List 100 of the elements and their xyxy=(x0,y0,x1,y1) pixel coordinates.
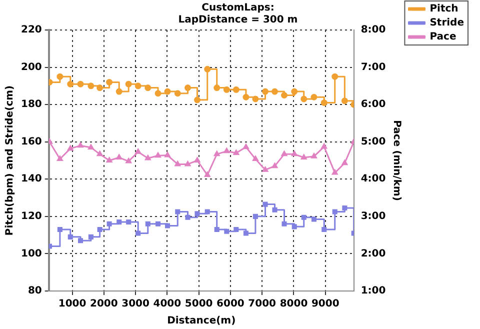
point xyxy=(272,88,278,95)
point xyxy=(243,230,248,236)
point xyxy=(78,142,84,148)
x-axis-title: Distance(m) xyxy=(167,316,236,327)
point xyxy=(67,80,74,88)
point xyxy=(126,158,132,164)
point xyxy=(272,207,278,212)
point xyxy=(234,226,239,232)
y-tick-label: 200 xyxy=(21,62,42,73)
point xyxy=(252,156,258,162)
y2-tick-label: 1:00 xyxy=(360,286,386,297)
y2-tick-label: 6:00 xyxy=(360,99,386,110)
y2-tick-label: 5:00 xyxy=(360,136,386,148)
point xyxy=(342,160,348,166)
point xyxy=(332,209,338,214)
chart-title: CustomLaps: xyxy=(202,2,274,14)
point xyxy=(106,221,112,226)
x-tick-label: 6000 xyxy=(216,298,244,310)
point xyxy=(67,145,74,151)
y2-tick-label: 3:00 xyxy=(360,211,386,222)
point xyxy=(126,220,132,225)
point xyxy=(194,211,200,216)
point xyxy=(156,221,161,226)
y-tick-label: 220 xyxy=(21,24,42,36)
point xyxy=(252,96,259,102)
y2-tick-label: 8:00 xyxy=(360,24,386,36)
point xyxy=(262,88,269,95)
point xyxy=(125,80,132,88)
point xyxy=(300,96,308,102)
point xyxy=(96,150,103,156)
point xyxy=(97,226,102,232)
point xyxy=(68,234,73,240)
y-tick-label: 100 xyxy=(21,248,42,260)
legend-label: Pitch xyxy=(430,4,458,15)
point xyxy=(282,221,287,226)
y2-axis-title: Pace (min/km) xyxy=(391,120,402,201)
x-tick-label: 9000 xyxy=(311,298,340,310)
chart-subtitle: LapDistance = 300 m xyxy=(178,14,298,26)
point xyxy=(280,92,288,98)
y-axis-title: Pitch(bpm) and Stride(cm) xyxy=(4,85,16,236)
point xyxy=(174,90,181,97)
point xyxy=(204,209,210,214)
point xyxy=(185,214,190,220)
point xyxy=(332,73,338,80)
point xyxy=(57,226,62,232)
x-tick-label: 8000 xyxy=(280,298,308,310)
point xyxy=(144,84,152,92)
point xyxy=(145,221,150,226)
point xyxy=(135,148,142,154)
point xyxy=(106,157,112,162)
point xyxy=(242,94,250,100)
point xyxy=(194,96,200,104)
point xyxy=(311,216,316,222)
y-tick-label: 140 xyxy=(21,174,42,185)
point xyxy=(292,224,297,230)
point xyxy=(224,228,230,234)
point xyxy=(155,152,161,158)
point xyxy=(136,230,141,236)
point xyxy=(96,84,104,92)
x-tick-label: 4000 xyxy=(153,298,182,310)
x-tick-label: 3000 xyxy=(122,298,150,310)
point xyxy=(223,86,230,93)
y2-tick-label: 4:00 xyxy=(360,174,386,185)
point xyxy=(300,154,307,160)
point xyxy=(184,84,192,92)
point xyxy=(88,82,94,90)
point xyxy=(184,160,191,166)
point xyxy=(154,90,162,97)
point xyxy=(48,244,52,249)
y-tick-label: 80 xyxy=(28,286,42,297)
point xyxy=(224,148,230,154)
point xyxy=(204,66,211,72)
point xyxy=(243,144,249,150)
point xyxy=(214,150,220,156)
point xyxy=(57,156,63,162)
point xyxy=(88,144,94,150)
point xyxy=(106,78,113,86)
legend-label: Stride xyxy=(430,18,464,29)
point xyxy=(301,214,306,220)
point xyxy=(341,98,348,104)
point xyxy=(311,153,317,158)
y2-tick-label: 7:00 xyxy=(360,62,386,73)
y-tick-label: 160 xyxy=(21,136,42,148)
point xyxy=(204,172,210,178)
point xyxy=(116,154,122,160)
legend-label: Pace xyxy=(430,32,456,43)
point xyxy=(281,150,288,156)
x-tick-label: 7000 xyxy=(248,298,276,310)
point xyxy=(322,226,327,232)
x-tick-label: 2000 xyxy=(90,298,118,310)
y-tick-label: 180 xyxy=(21,99,42,110)
point xyxy=(174,160,181,166)
point xyxy=(233,150,240,156)
x-tick-label: 1000 xyxy=(58,298,86,310)
point xyxy=(214,226,220,232)
point xyxy=(175,209,180,214)
point xyxy=(116,88,122,95)
point xyxy=(310,94,318,100)
point xyxy=(194,157,200,162)
point xyxy=(342,206,348,211)
